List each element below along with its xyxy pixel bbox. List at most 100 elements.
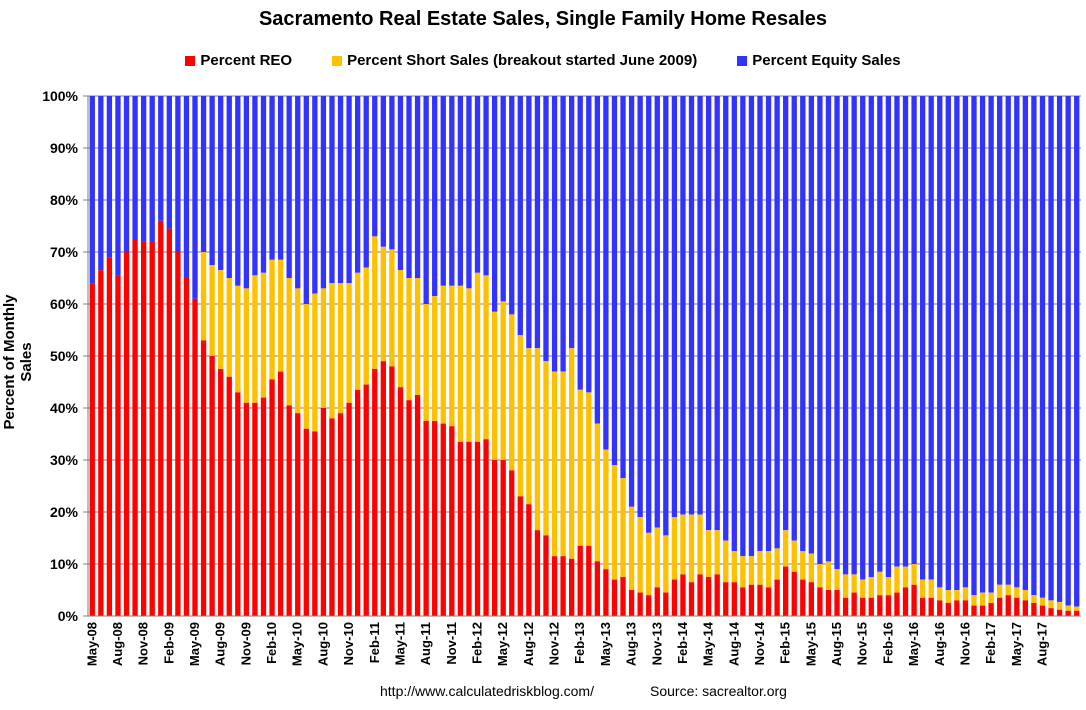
x-tick-label: Feb-11 — [367, 622, 382, 663]
bar-reo — [406, 400, 412, 616]
x-tick-label: May-17 — [1009, 622, 1024, 666]
bar-reo — [158, 220, 164, 617]
x-tick-label: Nov-10 — [341, 622, 356, 665]
bar-reo — [106, 257, 113, 616]
bar-equity — [432, 96, 438, 297]
legend-item-reo: Percent REO — [185, 52, 292, 69]
bar-short-sales — [1014, 587, 1020, 598]
bar-equity — [945, 96, 951, 590]
bar-reo — [243, 402, 250, 616]
bar-equity — [997, 96, 1003, 585]
bar-equity — [543, 96, 549, 362]
bar-reo — [1065, 610, 1071, 616]
bar-equity — [175, 96, 181, 252]
bar-short-sales — [337, 283, 344, 414]
bar-reo — [697, 574, 703, 616]
bar-short-sales — [620, 478, 626, 577]
legend-swatch-equity — [737, 55, 748, 66]
bar-equity — [954, 96, 960, 590]
bar-reo — [389, 366, 395, 616]
bar-reo — [98, 270, 104, 616]
bar-equity — [569, 96, 575, 349]
bar-short-sales — [817, 564, 823, 588]
bar-equity — [1031, 96, 1037, 596]
bar-reo — [115, 275, 121, 616]
bar-reo — [988, 603, 994, 616]
x-tick-label: May-11 — [392, 622, 407, 665]
bar-reo — [295, 413, 301, 616]
bar-reo — [962, 600, 969, 616]
bar-equity — [534, 96, 541, 349]
bar-short-sales — [1065, 605, 1071, 611]
bar-reo — [834, 590, 840, 616]
bar-short-sales — [303, 304, 309, 429]
bar-reo — [491, 460, 498, 616]
chart-title: Sacramento Real Estate Sales, Single Fam… — [258, 8, 828, 30]
legend: Percent REO Percent Short Sales (breakou… — [0, 52, 1086, 69]
bar-reo — [277, 371, 284, 616]
x-tick-label: Nov-14 — [752, 621, 767, 665]
bar-reo — [457, 441, 464, 616]
x-tick-label: Aug-12 — [521, 622, 536, 666]
x-tick-label: Feb-10 — [264, 622, 279, 664]
bar-reo — [620, 577, 626, 616]
bar-short-sales — [646, 532, 652, 596]
bar-reo — [774, 579, 780, 616]
bar-short-sales — [1022, 590, 1029, 601]
bar-equity — [714, 96, 720, 531]
bar-short-sales — [243, 288, 250, 403]
bar-equity — [491, 96, 498, 312]
bar-reo — [714, 574, 720, 616]
bar-reo — [868, 597, 874, 616]
bar-equity — [303, 96, 309, 304]
bar-short-sales — [868, 577, 874, 598]
bar-reo — [945, 603, 951, 616]
bar-reo — [748, 584, 755, 616]
bar-short-sales — [457, 285, 464, 442]
bar-short-sales — [235, 285, 241, 393]
bar-equity — [757, 96, 763, 551]
bar-reo — [235, 392, 241, 616]
legend-item-equity: Percent Equity Sales — [737, 52, 901, 69]
bar-short-sales — [440, 285, 446, 424]
bar-equity — [740, 96, 746, 557]
bar-equity — [646, 96, 652, 533]
bar-reo — [123, 252, 130, 616]
bar-short-sales — [1039, 597, 1046, 606]
bar-short-sales — [466, 288, 472, 442]
bar-short-sales — [320, 288, 327, 408]
x-tick-label: Aug-11 — [418, 622, 433, 665]
bar-equity — [226, 96, 232, 278]
bar-reo — [971, 605, 977, 616]
bar-equity — [680, 96, 686, 515]
bar-short-sales — [842, 574, 849, 598]
bar-equity — [988, 96, 994, 593]
bar-reo — [723, 582, 729, 616]
bar-short-sales — [474, 272, 481, 442]
bar-short-sales — [500, 301, 506, 460]
bar-reo — [800, 579, 806, 616]
bar-short-sales — [603, 449, 609, 570]
bar-short-sales — [997, 584, 1003, 598]
bar-short-sales — [534, 348, 541, 531]
bar-equity — [851, 96, 857, 575]
bar-short-sales — [637, 517, 643, 593]
bar-short-sales — [971, 595, 977, 606]
x-tick-label: Nov-11 — [444, 622, 459, 665]
x-tick-label: Feb-09 — [161, 622, 176, 664]
x-tick-label: May-09 — [187, 622, 202, 666]
bar-short-sales — [380, 246, 386, 362]
bar-reo — [1074, 610, 1080, 616]
bar-short-sales — [774, 548, 780, 580]
bar-reo — [851, 592, 857, 616]
bar-equity — [1014, 96, 1020, 588]
bar-equity — [1048, 96, 1054, 601]
bar-short-sales — [449, 285, 455, 427]
bar-equity — [166, 96, 172, 229]
bar-reo — [979, 605, 986, 616]
bar-reo — [286, 405, 292, 616]
bar-equity — [209, 96, 215, 265]
bar-equity — [354, 96, 361, 273]
x-tick-label: Feb-15 — [778, 622, 793, 664]
bar-reo — [337, 413, 344, 616]
